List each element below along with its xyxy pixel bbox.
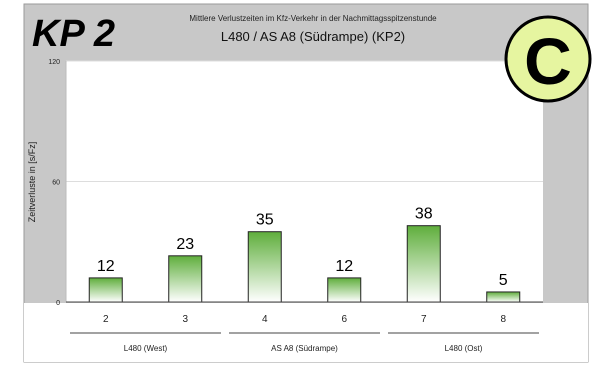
bar [406, 225, 441, 303]
bar-value-label: 35 [256, 212, 274, 229]
chart-subtitle: Mittlere Verlustzeiten im Kfz-Verkehr in… [189, 14, 437, 23]
x-tick-label: 3 [182, 314, 188, 325]
bar-value-label: 38 [415, 206, 433, 223]
y-tick-label: 60 [52, 180, 60, 187]
group-label: AS A8 (Südrampe) [271, 344, 338, 353]
rating-badge-letter: C [524, 24, 572, 98]
rating-badge: C [504, 15, 592, 103]
bar [88, 277, 123, 303]
bar-value-label: 12 [335, 258, 353, 275]
y-tick-label: 0 [56, 300, 60, 307]
group-label: L480 (West) [124, 344, 168, 353]
kp-label: KP 2 [32, 13, 115, 55]
x-tick-label: 7 [421, 314, 427, 325]
x-tick-label: 6 [341, 314, 347, 325]
chart-title: L480 / AS A8 (Südrampe) (KP2) [221, 29, 405, 44]
group-label: L480 (Ost) [445, 344, 483, 353]
x-tick-label: 4 [262, 314, 268, 325]
rating-badge-circle [504, 15, 592, 103]
x-tick-label: 2 [103, 314, 109, 325]
y-axis-title: Zeitverluste in [s/Fz] [27, 142, 37, 223]
bar-value-label: 5 [499, 272, 508, 289]
x-tick-label: 8 [500, 314, 506, 325]
bar [247, 231, 282, 303]
bar [168, 255, 203, 303]
bar-value-label: 12 [97, 258, 115, 275]
bar [327, 277, 362, 303]
y-tick-label: 120 [48, 59, 60, 66]
bar-value-label: 23 [176, 236, 194, 253]
bar [486, 291, 521, 303]
